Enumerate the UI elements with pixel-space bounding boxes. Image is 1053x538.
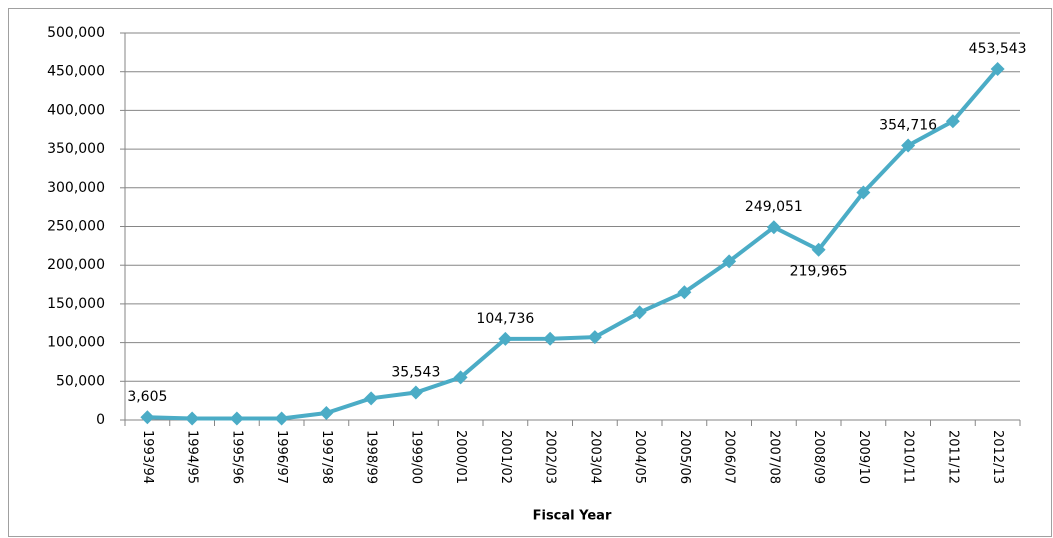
x-tick-label: 2010/11 <box>901 430 916 484</box>
data-label: 35,543 <box>391 364 440 380</box>
x-axis-label: Fiscal Year <box>533 509 612 524</box>
marker <box>722 254 737 269</box>
marker <box>945 114 960 129</box>
x-tick-label: 2001/02 <box>498 430 513 484</box>
x-tick-label: 2009/10 <box>856 430 871 484</box>
marker <box>408 385 423 400</box>
x-tick-label: 2007/08 <box>766 430 781 484</box>
marker <box>498 331 513 346</box>
x-tick-label: 1999/00 <box>408 430 423 484</box>
marker <box>543 331 558 346</box>
data-label: 104,736 <box>476 311 534 327</box>
y-tick-label: 250,000 <box>47 219 105 235</box>
marker <box>856 185 871 200</box>
x-tick-label: 2011/12 <box>945 430 960 484</box>
marker <box>274 411 289 426</box>
y-tick-label: 500,000 <box>47 25 105 41</box>
y-tick-label: 50,000 <box>56 373 105 389</box>
x-tick-label: 2008/09 <box>811 430 826 484</box>
marker <box>229 411 244 426</box>
x-tick-label: 2006/07 <box>722 430 737 484</box>
x-tick-label: 1996/97 <box>274 430 289 484</box>
data-label: 354,716 <box>879 117 937 133</box>
x-tick-label: 2000/01 <box>453 430 468 484</box>
marker <box>364 391 379 406</box>
y-tick-label: 150,000 <box>47 296 105 312</box>
marker <box>811 242 826 257</box>
x-tick-label: 1993/94 <box>140 430 155 484</box>
line <box>147 67 1000 421</box>
x-tick-label: 2004/05 <box>632 430 647 484</box>
y-tick-label: 300,000 <box>47 180 105 196</box>
x-tick-label: 2005/06 <box>677 430 692 484</box>
x-tick-label: 1998/99 <box>364 430 379 484</box>
marker <box>587 330 602 345</box>
y-tick-label: 350,000 <box>47 141 105 157</box>
x-tick-label: 2002/03 <box>543 430 558 484</box>
marker <box>140 410 155 425</box>
marker <box>901 138 916 153</box>
x-tick-label: 1997/98 <box>319 430 334 484</box>
marker <box>766 220 781 235</box>
x-tick-label: 1995/96 <box>229 430 244 484</box>
marker <box>632 305 647 320</box>
chart-border <box>8 8 1052 537</box>
x-tick-label: 1994/95 <box>185 430 200 484</box>
marker <box>319 406 334 421</box>
marker <box>185 411 200 426</box>
data-label: 453,543 <box>969 41 1027 57</box>
y-tick-label: 0 <box>96 412 105 428</box>
marker <box>677 285 692 300</box>
y-tick-label: 200,000 <box>47 257 105 273</box>
marker <box>990 61 1005 76</box>
y-tick-label: 400,000 <box>47 102 105 118</box>
data-label: 219,965 <box>790 264 848 280</box>
y-tick-label: 450,000 <box>47 64 105 80</box>
data-label: 3,605 <box>127 389 167 405</box>
x-tick-label: 2012/13 <box>990 430 1005 484</box>
marker <box>453 370 468 385</box>
y-tick-label: 100,000 <box>47 335 105 351</box>
x-tick-label: 2003/04 <box>587 430 602 484</box>
data-label: 249,051 <box>745 199 803 215</box>
